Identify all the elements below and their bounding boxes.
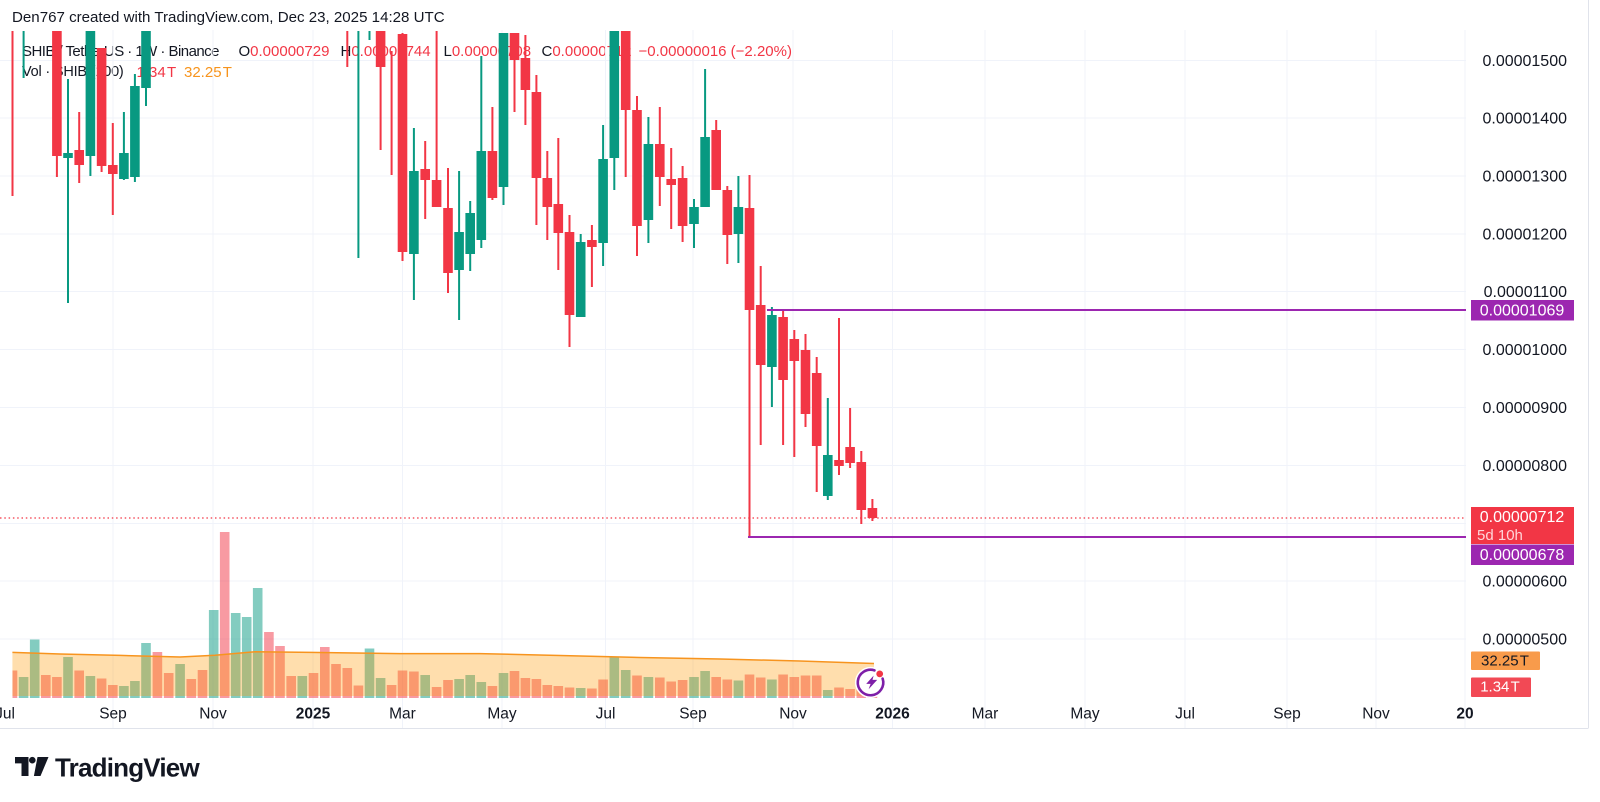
svg-text:0.00000712: 0.00000712 (1480, 509, 1565, 526)
svg-text:Mar: Mar (972, 706, 999, 723)
svg-text:0.00001500: 0.00001500 (1482, 53, 1567, 70)
svg-text:1.34 T: 1.34 T (1480, 679, 1520, 696)
svg-text:32.25 T: 32.25 T (1481, 653, 1529, 670)
svg-text:2026: 2026 (875, 706, 910, 723)
svg-text:0.00001300: 0.00001300 (1482, 169, 1567, 186)
svg-text:Nov: Nov (1362, 706, 1390, 723)
svg-text:0.00001100: 0.00001100 (1484, 284, 1567, 301)
svg-text:Jul: Jul (0, 706, 15, 723)
svg-text:Sep: Sep (1273, 706, 1301, 723)
svg-text:Jul: Jul (1175, 706, 1195, 723)
svg-text:0.00001000: 0.00001000 (1482, 342, 1567, 359)
svg-text:0.00000800: 0.00000800 (1482, 458, 1567, 475)
svg-text:Jul: Jul (596, 706, 616, 723)
svg-text:Mar: Mar (389, 706, 416, 723)
svg-text:0.00001200: 0.00001200 (1482, 227, 1567, 244)
svg-text:TradingView: TradingView (55, 756, 200, 783)
svg-text:0.00001069: 0.00001069 (1480, 303, 1565, 320)
svg-text:Sep: Sep (99, 706, 127, 723)
svg-text:2025: 2025 (296, 706, 331, 723)
svg-text:5d 10h: 5d 10h (1477, 527, 1523, 544)
svg-text:Nov: Nov (199, 706, 227, 723)
svg-text:May: May (1070, 706, 1100, 723)
svg-text:0.00000900: 0.00000900 (1482, 400, 1567, 417)
svg-text:0.00000500: 0.00000500 (1482, 632, 1567, 649)
svg-text:Nov: Nov (779, 706, 807, 723)
svg-text:20: 20 (1456, 706, 1473, 723)
svg-text:0.00001400: 0.00001400 (1482, 111, 1567, 128)
svg-text:May: May (487, 706, 517, 723)
svg-text:0.00000678: 0.00000678 (1480, 547, 1565, 564)
svg-text:0.00000600: 0.00000600 (1482, 574, 1567, 591)
svg-text:Sep: Sep (679, 706, 707, 723)
